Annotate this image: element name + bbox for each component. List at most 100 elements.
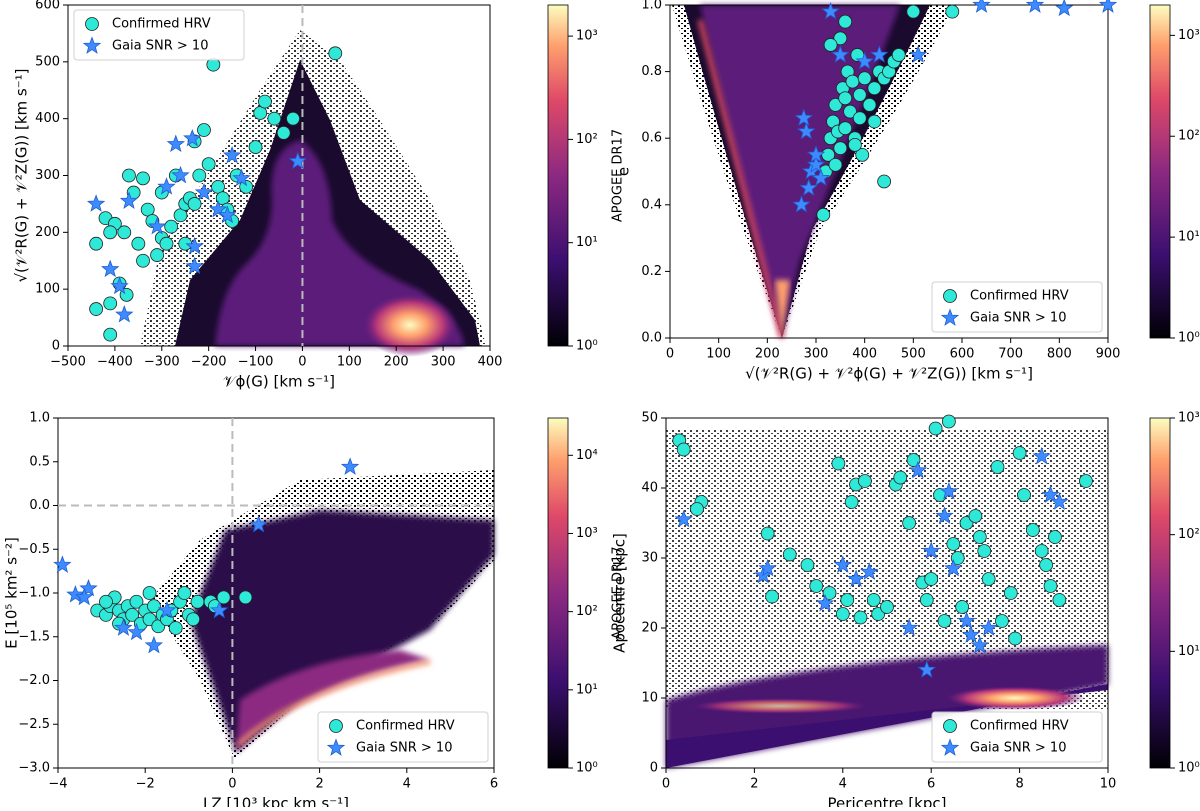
x-tick-label: 2	[750, 777, 758, 792]
circle-point	[782, 547, 797, 562]
circle-point	[955, 600, 970, 614]
legend-label: Confirmed HRV	[970, 289, 1069, 304]
circle-point	[840, 593, 855, 607]
circle-point	[858, 474, 872, 488]
star-point	[922, 541, 941, 559]
circle-point	[906, 4, 921, 19]
circle-point	[853, 610, 868, 625]
circle-point	[197, 123, 211, 137]
circle-point	[852, 88, 867, 102]
axes-frame	[665, 417, 1109, 769]
star-point	[758, 558, 777, 577]
legend-label: Confirmed HRV	[112, 17, 211, 32]
star-point	[210, 600, 229, 619]
legend-box	[73, 9, 245, 61]
star-point	[66, 585, 85, 603]
y-axis-label: √(𝒱²R(G) + 𝒱²Z(G)) [km s⁻¹]	[13, 68, 31, 282]
circle-point	[1079, 474, 1093, 488]
x-axis-label: LZ [10³ kpc km s⁻¹]	[203, 795, 349, 808]
circle-point	[833, 141, 848, 156]
y-tick-label: 0.2	[641, 264, 662, 279]
star-point	[288, 151, 307, 170]
circle-point	[676, 442, 691, 457]
circle-point	[857, 71, 872, 86]
star-point	[979, 618, 998, 636]
circle-point	[950, 551, 965, 565]
circle-point	[760, 526, 775, 541]
star-point	[899, 618, 919, 636]
x-tick-label: 2	[315, 777, 323, 792]
circle-point	[893, 470, 908, 485]
star-point	[53, 555, 72, 573]
star-point	[944, 558, 963, 577]
x-tick-label: 6	[490, 777, 498, 792]
circle-point	[690, 502, 704, 516]
legend-marker	[943, 289, 957, 303]
legend-label: Gaia SNR > 10	[356, 741, 452, 756]
axes-frame	[669, 4, 1109, 339]
y-tick-label: −2.5	[18, 717, 50, 732]
star-point	[811, 168, 831, 186]
star-point	[957, 611, 976, 629]
x-tick-label: 0	[228, 777, 236, 792]
x-axis-label: Pericentre [kpc]	[828, 795, 947, 808]
y-tick-label: 300	[35, 168, 60, 183]
circle-point	[844, 495, 859, 509]
star-point	[101, 259, 120, 278]
star-point	[970, 635, 989, 654]
colorbar	[1149, 417, 1171, 769]
circle-point	[125, 607, 140, 622]
star-point	[114, 618, 133, 636]
y-tick-label: 0.4	[641, 197, 662, 212]
circle-point	[828, 157, 843, 172]
colorbar-tick-label: 10²	[576, 604, 598, 619]
x-tick-label: 0	[662, 777, 670, 792]
circle-point	[103, 327, 118, 342]
circle-point	[919, 593, 934, 607]
star-point	[821, 2, 840, 20]
star-point	[831, 45, 850, 63]
circle-point	[190, 594, 205, 609]
x-tick-label: −500	[50, 355, 86, 370]
colorbar-tick-label: 10¹	[1178, 230, 1200, 245]
star-point	[846, 569, 866, 587]
circle-point	[187, 197, 202, 211]
circle-point	[990, 460, 1005, 474]
circle-point	[129, 594, 144, 609]
circle-point	[159, 236, 174, 251]
star-point	[939, 481, 959, 500]
x-tick-label: 400	[852, 347, 877, 362]
y-tick-label: 50	[641, 411, 658, 426]
x-tick-label: 700	[998, 347, 1023, 362]
y-tick-label: 0	[650, 761, 658, 776]
star-point	[183, 128, 202, 147]
circle-point	[981, 572, 996, 586]
circle-point	[816, 207, 831, 222]
x-tick-label: 100	[706, 347, 731, 362]
circle-point	[852, 111, 867, 126]
colorbar-tick-label: 10³	[1178, 28, 1200, 43]
x-tick-label: −300	[144, 355, 180, 370]
circle-point	[833, 31, 848, 46]
circle-point	[821, 147, 836, 162]
star-point	[86, 194, 106, 212]
star-point	[75, 587, 94, 606]
y-tick-label: −1.5	[18, 629, 50, 644]
x-axis-label: 𝒱ϕ(G) [km s⁻¹]	[223, 373, 335, 391]
colorbar-tick-label: 10⁰	[576, 339, 598, 354]
star-point	[110, 276, 129, 295]
circle-point	[838, 91, 853, 106]
circle-point	[924, 572, 939, 586]
circle-point	[258, 94, 272, 109]
circle-point	[103, 225, 118, 240]
circle-point	[267, 111, 282, 126]
star-point	[870, 45, 889, 63]
circle-point	[809, 579, 824, 593]
y-tick-label: 0.6	[641, 131, 662, 146]
y-tick-label: 500	[35, 54, 60, 69]
star-point	[833, 555, 852, 573]
circle-point	[142, 586, 157, 600]
star-point	[249, 515, 268, 533]
x-tick-label: 900	[1096, 347, 1121, 362]
circle-point	[946, 537, 961, 551]
